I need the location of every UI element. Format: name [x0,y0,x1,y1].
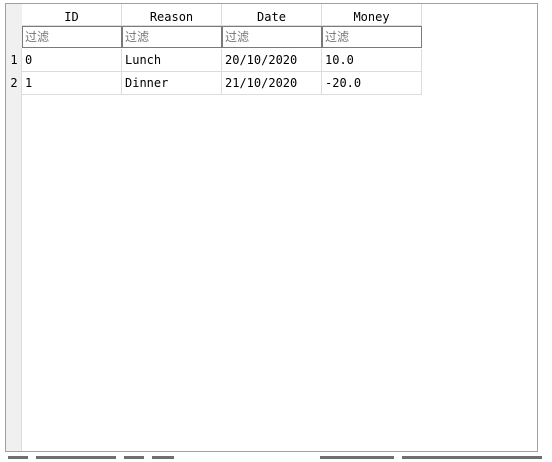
filter-input-date[interactable] [222,26,322,48]
table-cell-date[interactable]: 21/10/2020 [222,72,322,95]
row-number[interactable]: 2 [10,76,18,90]
sort-ascending-icon: ^ [68,0,75,7]
table-cell-money[interactable]: -20.0 [322,72,422,95]
table-row[interactable]: 1 0 Lunch 20/10/2020 10.0 [6,49,422,72]
column-header-reason[interactable]: Reason [122,4,222,26]
table-row[interactable]: 2 1 Dinner 21/10/2020 -20.0 [6,72,422,95]
cropped-button-row [0,456,552,462]
column-header-label: Money [353,10,390,24]
filter-row [22,26,422,48]
filter-input-money[interactable] [322,26,422,48]
row-number[interactable]: 1 [10,53,18,67]
table-cell-reason[interactable]: Lunch [122,49,222,72]
column-header-label: ID [64,10,79,24]
data-table[interactable]: ^ ID Reason Date Money 1 0 Lunch 20/10/2… [5,0,538,452]
table-body: 1 0 Lunch 20/10/2020 10.0 2 1 Dinner 21/… [6,49,422,95]
column-headers: ^ ID Reason Date Money [22,0,422,26]
column-header-date[interactable]: Date [222,4,322,26]
table-cell-money[interactable]: 10.0 [322,49,422,72]
table-corner[interactable] [6,4,22,48]
table-cell-id[interactable]: 0 [22,49,122,72]
filter-input-id[interactable] [22,26,122,48]
table-cell-date[interactable]: 20/10/2020 [222,49,322,72]
column-header-label: Reason [149,10,194,24]
row-header-column [6,4,22,451]
table-cell-reason[interactable]: Dinner [122,72,222,95]
column-header-id[interactable]: ^ ID [22,0,122,26]
filter-input-reason[interactable] [122,26,222,48]
column-header-money[interactable]: Money [322,4,422,26]
table-cell-id[interactable]: 1 [22,72,122,95]
column-header-label: Date [257,10,286,24]
